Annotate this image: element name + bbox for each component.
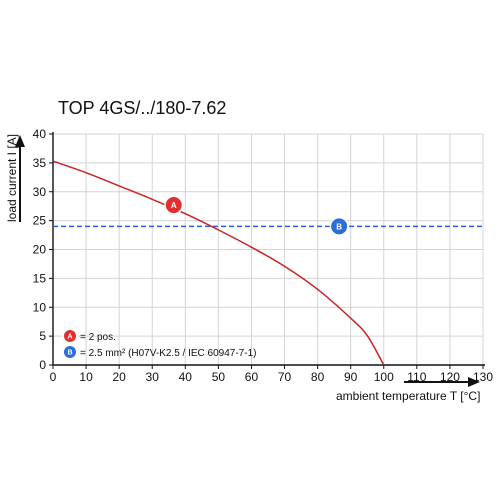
y-tick-label: 10 (33, 300, 47, 314)
marker-b-badge (331, 218, 348, 235)
x-tick-label: 30 (146, 370, 160, 384)
marker-a-badge (165, 197, 182, 214)
y-axis-arrowhead (15, 135, 25, 147)
x-tick-label: 120 (440, 370, 460, 384)
chart-title: TOP 4GS/../180-7.62 (58, 98, 227, 118)
x-tick-label: 90 (344, 370, 358, 384)
legend-a-badge (64, 330, 76, 342)
x-axis-arrowhead (468, 377, 480, 387)
legend-b-badge-letter: B (67, 350, 72, 357)
y-tick-label: 15 (33, 271, 47, 285)
x-tick-label: 70 (278, 370, 292, 384)
series-a-line (52, 160, 385, 366)
legend-b-badge (64, 346, 76, 358)
legend-a-badge-letter: A (67, 334, 72, 341)
x-tick-label: 40 (179, 370, 193, 384)
y-tick-label: 35 (33, 156, 47, 170)
x-tick-label: 10 (79, 370, 93, 384)
x-tick-label: 0 (50, 370, 57, 384)
y-tick-label: 30 (33, 185, 47, 199)
y-tick-label: 20 (33, 243, 47, 257)
marker-a-badge-letter: A (171, 201, 177, 210)
legend-b-text: = 2.5 mm² (H07V-K2.5 / IEC 60947-7-1) (80, 348, 256, 359)
y-tick-label: 40 (33, 127, 47, 141)
x-axis-label: ambient temperature T [°C] (336, 389, 481, 403)
y-tick-label: 5 (39, 329, 46, 343)
x-tick-label: 60 (245, 370, 259, 384)
y-tick-label: 25 (33, 214, 47, 228)
marker-b-badge-letter: B (336, 222, 342, 231)
x-tick-label: 100 (374, 370, 394, 384)
x-tick-label: 20 (112, 370, 126, 384)
legend-a-text: = 2 pos. (80, 332, 116, 343)
x-tick-label: 80 (311, 370, 325, 384)
x-tick-label: 130 (473, 370, 493, 384)
x-tick-label: 110 (407, 370, 426, 384)
x-tick-label: 50 (212, 370, 226, 384)
y-tick-label: 0 (39, 358, 46, 372)
